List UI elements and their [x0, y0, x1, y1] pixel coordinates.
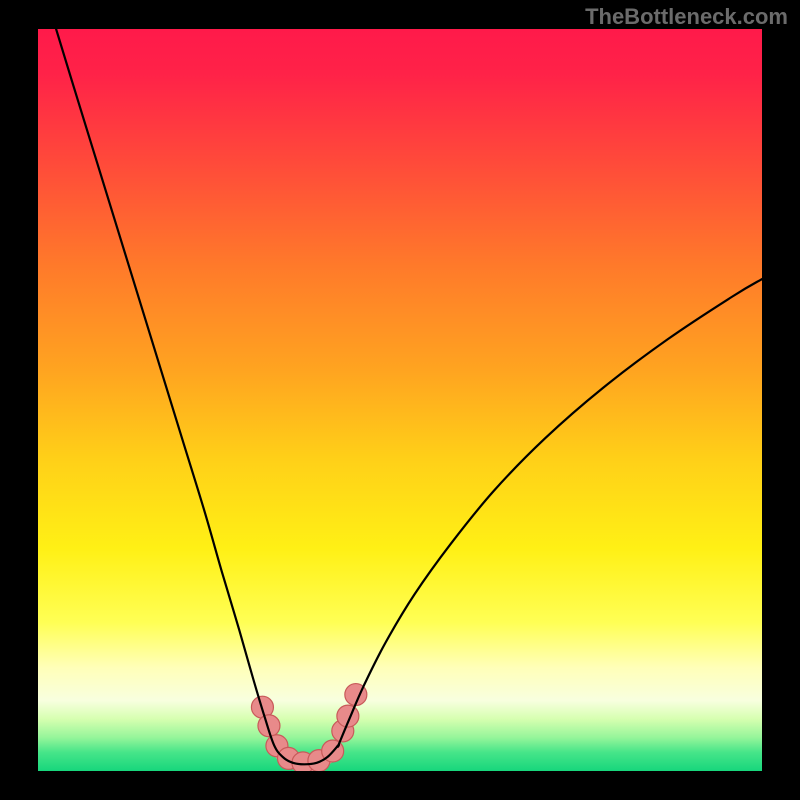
- bottleneck-curve: [56, 29, 762, 764]
- figure-root: TheBottleneck.com: [0, 0, 800, 800]
- curve-layer: [38, 29, 762, 771]
- plot-frame: [38, 29, 762, 771]
- plot-area: [38, 29, 762, 771]
- watermark-text: TheBottleneck.com: [585, 4, 788, 30]
